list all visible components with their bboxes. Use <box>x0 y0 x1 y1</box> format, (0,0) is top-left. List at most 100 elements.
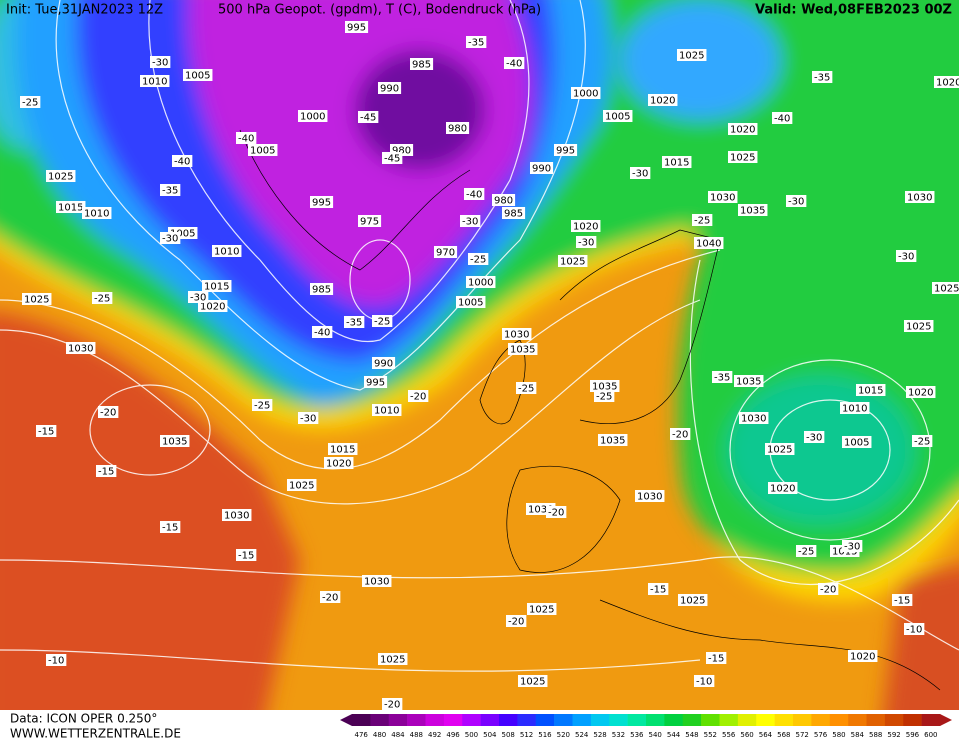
map-labels: 995 985 990 1000 980 1005 980 975 995 970 980 985 99… <box>20 21 959 710</box>
isobar-label: 1010 <box>82 207 112 220</box>
temperature-label-text: -25 <box>798 547 814 558</box>
isobar-label: 1035 <box>160 435 190 448</box>
label-bg <box>310 283 334 295</box>
label-bg <box>734 375 764 387</box>
label-bg <box>252 399 273 411</box>
temperature-label-text: -20 <box>508 617 524 628</box>
label-bg <box>706 652 727 664</box>
label-bg <box>222 509 252 521</box>
label-bg <box>160 521 181 533</box>
temperature-label: -35 <box>466 36 487 49</box>
label-bg <box>82 207 112 219</box>
label-bg <box>692 214 713 226</box>
colorbar-cell <box>921 714 941 726</box>
label-bg <box>546 506 567 518</box>
isobar-label-text: 1030 <box>741 414 766 425</box>
isobar-label-text: 980 <box>448 124 467 135</box>
label-bg <box>312 326 333 338</box>
temperature-label-text: -25 <box>470 255 486 266</box>
label-bg <box>739 412 769 424</box>
isobar-label: 1035 <box>598 434 628 447</box>
colorbar-cell <box>443 714 463 726</box>
colorbar-label: 548 <box>685 731 698 739</box>
temperature-label: -15 <box>36 425 57 438</box>
temperature-label-text: -40 <box>314 328 330 339</box>
isobar-label-text: 1030 <box>224 511 249 522</box>
isobar-label: 1015 <box>662 156 692 169</box>
label-bg <box>678 594 708 606</box>
label-bg <box>648 583 669 595</box>
isobar-label-text: 985 <box>312 285 331 296</box>
label-bg <box>324 457 354 469</box>
label-bg <box>728 151 758 163</box>
label-bg <box>648 94 678 106</box>
isobar-label-text: 985 <box>412 60 431 71</box>
label-bg <box>160 184 181 196</box>
isobar-label-text: 990 <box>380 84 399 95</box>
colorbar-label: 524 <box>575 731 589 739</box>
colorbar-label: 492 <box>428 731 441 739</box>
isobar-label-text: 1025 <box>730 153 755 164</box>
isobar-label-text: 1030 <box>637 492 662 503</box>
colorbar-cell <box>462 714 481 726</box>
temperature-label-text: -20 <box>100 408 116 419</box>
temperature-label-text: -10 <box>696 677 712 688</box>
isobar-label: 1005 <box>456 296 486 309</box>
colorbar-cell <box>499 714 518 726</box>
label-bg <box>508 343 538 355</box>
isobar-label-text: 1010 <box>214 247 239 258</box>
label-bg <box>603 110 633 122</box>
temperature-label: -25 <box>252 399 273 412</box>
label-bg <box>466 36 487 48</box>
isobar-label: 995 <box>345 21 369 34</box>
colorbar-label: 484 <box>391 731 405 739</box>
isobar-label-text: 1020 <box>770 484 795 495</box>
isobar-label-text: 985 <box>504 209 523 220</box>
isobar-label-text: 1005 <box>605 112 630 123</box>
label-bg <box>840 402 870 414</box>
temperature-label-text: -25 <box>914 437 930 448</box>
label-bg <box>708 191 738 203</box>
colorbar-cell <box>627 714 647 726</box>
isobar-label: 1015 <box>202 280 232 293</box>
colorbar-label: 476 <box>355 731 369 739</box>
temperature-label: -40 <box>312 326 333 339</box>
isobar-label-text: 1025 <box>24 295 49 306</box>
label-bg <box>812 71 833 83</box>
label-bg <box>378 653 408 665</box>
temperature-label: -30 <box>576 236 597 249</box>
label-bg <box>571 220 601 232</box>
label-bg <box>694 675 715 687</box>
label-bg <box>842 436 872 448</box>
isobar-label-text: 1030 <box>504 330 529 341</box>
label-bg <box>382 152 403 164</box>
label-bg <box>287 479 317 491</box>
isobar-label-text: 1025 <box>520 677 545 688</box>
temperature-label: -15 <box>236 549 257 562</box>
temperature-label: -40 <box>172 155 193 168</box>
label-bg <box>504 57 525 69</box>
label-bg <box>372 315 393 327</box>
temperature-label-text: -35 <box>468 38 484 49</box>
isobar-label: 1025 <box>46 170 76 183</box>
isobar-label-text: 1025 <box>679 51 704 62</box>
isobar-label: 990 <box>378 82 402 95</box>
isobar-label: 1025 <box>22 293 52 306</box>
temperature-label-text: -10 <box>48 656 64 667</box>
label-bg <box>662 156 692 168</box>
isobar-label-text: 995 <box>347 23 366 34</box>
isobar-label: 1000 <box>571 87 601 100</box>
isobar-label: 1015 <box>856 384 886 397</box>
temperature-label-text: -30 <box>578 238 594 249</box>
temperature-label: -25 <box>594 390 615 403</box>
isobar-label-text: 1020 <box>936 78 959 89</box>
isobar-label: 1025 <box>678 594 708 607</box>
temperature-label-text: -30 <box>844 542 860 553</box>
isobar-label: 1020 <box>648 94 678 107</box>
temperature-label-text: -30 <box>898 252 914 263</box>
label-bg <box>466 276 496 288</box>
colorbar-cell <box>664 714 684 726</box>
label-bg <box>364 376 388 388</box>
